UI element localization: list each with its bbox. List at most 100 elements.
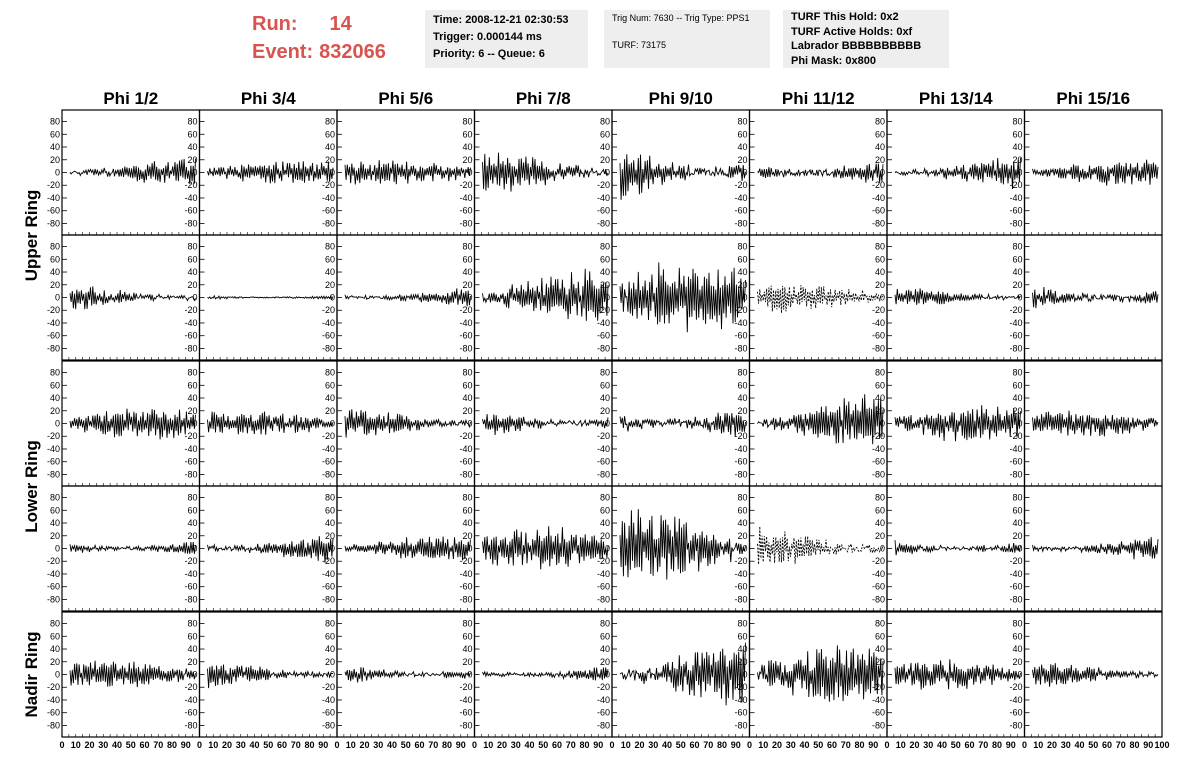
ytick-label: 0 [880, 670, 885, 680]
ytick-label: -40 [734, 444, 747, 454]
ytick-label: -20 [322, 556, 335, 566]
waveform-r5-c4 [482, 667, 609, 681]
waveform-r5-c8 [1032, 663, 1159, 687]
xtick-label: 70 [291, 740, 301, 750]
xtick-label: 10 [483, 740, 493, 750]
ytick-label: -80 [872, 720, 885, 730]
ytick-label: -60 [47, 582, 60, 592]
ytick-label: -80 [184, 343, 197, 353]
waveform-r1-c5 [619, 154, 746, 200]
xtick-label: 50 [126, 740, 136, 750]
xtick-label: 40 [937, 740, 947, 750]
ytick-label: 0 [742, 168, 747, 178]
ytick-label: -40 [459, 318, 472, 328]
ytick-label: 20 [187, 531, 197, 541]
ring-label-3: Nadir Ring [22, 632, 41, 718]
ytick-label: -80 [1009, 343, 1022, 353]
ytick-label: 60 [50, 631, 60, 641]
xtick-label: 50 [401, 740, 411, 750]
ytick-label: 40 [187, 142, 197, 152]
ytick-label: -20 [459, 556, 472, 566]
ytick-label: 60 [875, 129, 885, 139]
ytick-label: -20 [459, 180, 472, 190]
ytick-label: 60 [187, 505, 197, 515]
ytick-label: -60 [322, 206, 335, 216]
xtick-label: 70 [153, 740, 163, 750]
ytick-label: -40 [47, 318, 60, 328]
turf-hold-text: TURF This Hold: 0x2 [791, 11, 899, 23]
ytick-label: 60 [187, 129, 197, 139]
ytick-label: -40 [47, 695, 60, 705]
ytick-label: 60 [600, 129, 610, 139]
ytick-label: -20 [734, 305, 747, 315]
ytick-label: -80 [322, 720, 335, 730]
ytick-label: -40 [597, 695, 610, 705]
ytick-label: 80 [462, 619, 472, 629]
ytick-label: 20 [875, 406, 885, 416]
xtick-label: 30 [236, 740, 246, 750]
ytick-label: 0 [1017, 670, 1022, 680]
ytick-label: -20 [1009, 431, 1022, 441]
ytick-label: -60 [459, 206, 472, 216]
ytick-label: -80 [734, 218, 747, 228]
ytick-label: -20 [322, 682, 335, 692]
ytick-label: 60 [187, 254, 197, 264]
ytick-label: 0 [605, 419, 610, 429]
ytick-label: 0 [192, 293, 197, 303]
ytick-label: 60 [462, 254, 472, 264]
ytick-label: 0 [192, 168, 197, 178]
column-header-3: Phi 5/6 [378, 89, 433, 108]
trigger-info-panel: Trig Num: 7630 -- Trig Type: PPS1 TURF: … [604, 10, 770, 68]
ytick-label: 60 [600, 631, 610, 641]
ytick-label: -40 [322, 318, 335, 328]
ytick-label: -60 [47, 708, 60, 718]
xtick-label: 80 [717, 740, 727, 750]
ytick-label: -20 [322, 431, 335, 441]
xtick-label: 60 [552, 740, 562, 750]
ytick-label: 20 [600, 280, 610, 290]
xtick-label: 0 [884, 740, 889, 750]
ytick-label: 80 [875, 242, 885, 252]
ytick-label: 0 [880, 544, 885, 554]
ytick-label: -40 [459, 193, 472, 203]
xtick-label: 10 [346, 740, 356, 750]
ytick-label: -20 [597, 431, 610, 441]
ytick-label: -80 [322, 218, 335, 228]
ytick-label: 0 [330, 168, 335, 178]
waveform-r5-c3 [344, 667, 471, 683]
ytick-label: 0 [605, 670, 610, 680]
ytick-label: 0 [55, 419, 60, 429]
ytick-label: 60 [325, 380, 335, 390]
ytick-label: -40 [1009, 569, 1022, 579]
ytick-label: 40 [875, 393, 885, 403]
column-header-1: Phi 1/2 [103, 89, 158, 108]
ytick-label: -20 [1009, 180, 1022, 190]
ytick-label: 40 [325, 267, 335, 277]
ytick-label: 20 [325, 155, 335, 165]
ytick-label: 60 [737, 505, 747, 515]
xtick-label: 0 [197, 740, 202, 750]
ytick-label: -20 [734, 431, 747, 441]
ytick-label: -80 [872, 594, 885, 604]
ytick-label: 20 [50, 155, 60, 165]
ytick-label: -60 [872, 331, 885, 341]
xtick-label: 80 [442, 740, 452, 750]
ytick-label: -20 [1009, 682, 1022, 692]
ytick-label: 20 [325, 280, 335, 290]
ytick-label: -60 [872, 206, 885, 216]
ytick-label: 80 [737, 493, 747, 503]
ytick-label: -80 [734, 469, 747, 479]
ytick-label: 40 [600, 518, 610, 528]
ytick-label: -60 [47, 206, 60, 216]
ytick-label: 20 [1012, 280, 1022, 290]
xtick-label: 0 [747, 740, 752, 750]
xtick-label: 50 [813, 740, 823, 750]
ytick-label: -60 [734, 582, 747, 592]
ytick-label: 60 [50, 129, 60, 139]
waveform-r2-c3 [344, 288, 471, 307]
ytick-label: 80 [325, 242, 335, 252]
phi-mask-text: Phi Mask: 0x800 [791, 54, 876, 67]
xtick-label: 100 [1154, 740, 1169, 750]
xtick-label: 90 [1143, 740, 1153, 750]
